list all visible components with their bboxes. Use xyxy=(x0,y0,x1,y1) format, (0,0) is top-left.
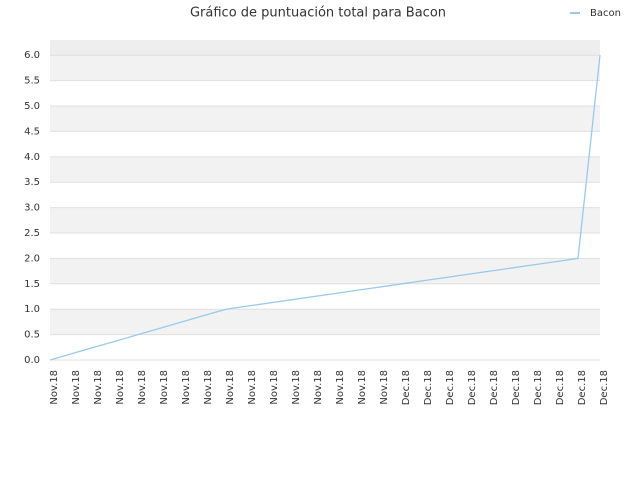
y-tick-label: 4.5 xyxy=(24,126,40,137)
x-tick-label: Nov.18 xyxy=(357,370,368,405)
legend-label: Bacon xyxy=(590,8,621,19)
x-tick-label: Nov.18 xyxy=(313,370,324,405)
x-tick-label: Nov.18 xyxy=(181,370,192,405)
y-tick-label: 6.0 xyxy=(24,50,40,61)
band xyxy=(50,207,600,234)
x-tick-label: Nov.18 xyxy=(115,370,126,405)
x-tick-label: Nov.18 xyxy=(49,370,60,405)
x-tick-label: Nov.18 xyxy=(335,370,346,405)
x-tick-label: Nov.18 xyxy=(247,370,258,405)
band xyxy=(50,182,600,208)
y-tick-label: 5.0 xyxy=(24,101,40,112)
y-tick-label: 0.5 xyxy=(24,330,40,341)
band xyxy=(50,55,600,81)
x-tick-label: Dec.18 xyxy=(511,370,522,405)
x-tick-label: Dec.18 xyxy=(445,370,456,405)
x-tick-label: Nov.18 xyxy=(291,370,302,405)
x-tick-label: Dec.18 xyxy=(533,370,544,405)
x-tick-label: Nov.18 xyxy=(137,370,148,405)
x-tick-label: Dec.18 xyxy=(599,370,610,405)
chart-title: Gráfico de puntuación total para Bacon xyxy=(190,6,446,21)
y-tick-label: 3.0 xyxy=(24,203,40,214)
x-tick-label: Dec.18 xyxy=(401,370,412,405)
x-tick-label: Nov.18 xyxy=(159,370,170,405)
band xyxy=(50,233,600,259)
band xyxy=(50,106,600,132)
band xyxy=(50,309,600,335)
band xyxy=(50,156,600,183)
y-tick-label: 2.5 xyxy=(24,228,40,239)
x-tick-label: Dec.18 xyxy=(467,370,478,405)
y-tick-label: 4.0 xyxy=(24,152,40,163)
band xyxy=(50,131,600,157)
x-tick-label: Dec.18 xyxy=(577,370,588,405)
y-tick-label: 5.5 xyxy=(24,76,40,87)
y-tick-label: 1.0 xyxy=(24,304,40,315)
y-tick-label: 0.0 xyxy=(24,355,40,366)
line-series xyxy=(49,55,601,361)
x-tick-label: Nov.18 xyxy=(93,370,104,405)
x-tick-label: Nov.18 xyxy=(379,370,390,405)
y-tick-label: 1.5 xyxy=(24,279,40,290)
x-tick-label: Dec.18 xyxy=(489,370,500,405)
x-tick-label: Nov.18 xyxy=(203,370,214,405)
band xyxy=(50,334,600,360)
x-tick-label: Nov.18 xyxy=(225,370,236,405)
y-tick-label: 2.0 xyxy=(24,253,40,264)
band xyxy=(50,80,600,107)
x-tick-label: Dec.18 xyxy=(423,370,434,405)
band xyxy=(50,283,600,310)
band xyxy=(50,258,600,284)
y-tick-label: 3.5 xyxy=(24,177,40,188)
x-tick-label: Dec.18 xyxy=(555,370,566,405)
x-tick-label: Nov.18 xyxy=(269,370,280,405)
x-tick-label: Nov.18 xyxy=(71,370,82,405)
